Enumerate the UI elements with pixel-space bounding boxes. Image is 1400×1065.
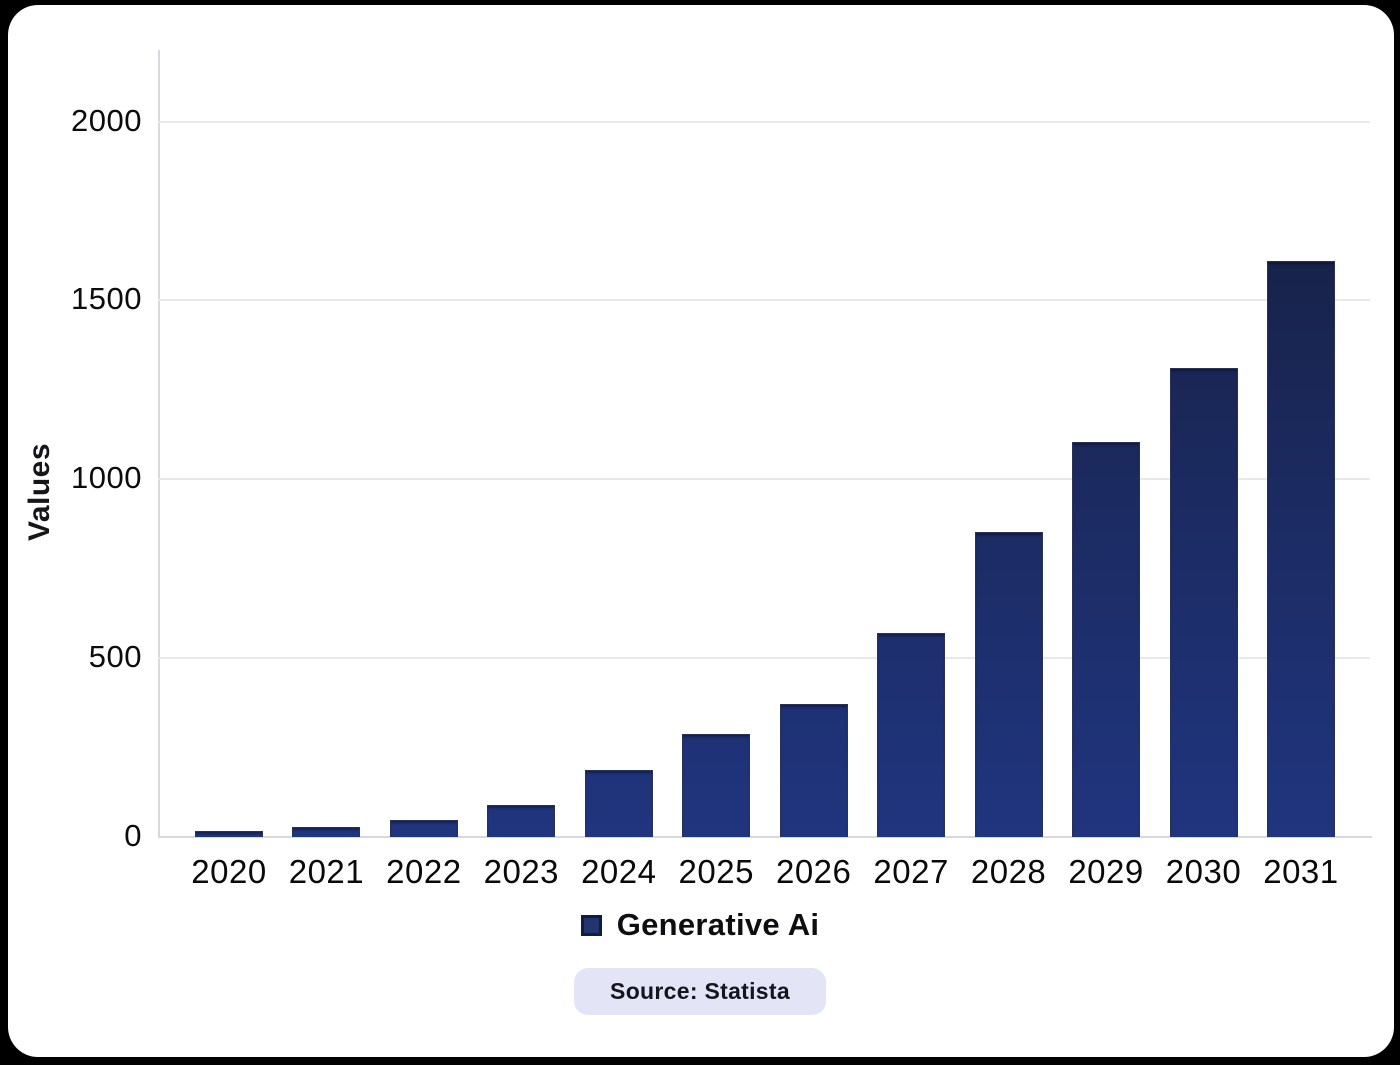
x-tick-label-2027: 2027 [873, 853, 949, 890]
chart-legend[interactable]: Generative Ai [0, 903, 1400, 947]
bar-2030[interactable] [1169, 368, 1238, 837]
x-tick-label-2021: 2021 [288, 853, 365, 890]
legend-label: Generative Ai [616, 907, 820, 942]
bar-2029[interactable] [1072, 442, 1141, 837]
gridline-500 [158, 657, 1370, 660]
y-tick-label-500: 500 [88, 639, 142, 675]
x-axis-tick-labels: 2020 2021 2022 2023 2024 2025 2026 2027 2028 2029… [158, 853, 1370, 899]
y-tick-label-1500: 1500 [71, 281, 142, 317]
bar-2022[interactable] [389, 820, 458, 837]
y-tick-label-1000: 1000 [71, 460, 142, 496]
x-tick-label-2022: 2022 [386, 853, 462, 890]
bar-2031[interactable] [1266, 261, 1335, 837]
x-tick-label-2026: 2026 [775, 853, 852, 890]
y-tick-label-0: 0 [124, 818, 142, 853]
bar-2028[interactable] [974, 532, 1043, 837]
gridline-1000 [158, 478, 1370, 481]
bar-2026[interactable] [779, 704, 848, 837]
x-tick-label-2024: 2024 [581, 853, 657, 890]
bar-2027[interactable] [877, 633, 946, 837]
plot-area [158, 50, 1372, 838]
legend-swatch-icon [580, 914, 602, 936]
y-axis-line [158, 50, 160, 837]
gridline-1500 [158, 299, 1370, 302]
x-tick-label-2031: 2031 [1263, 853, 1339, 890]
y-axis-tick-labels: 0 500 1000 1500 2000 [0, 50, 142, 853]
x-tick-label-2028: 2028 [970, 853, 1047, 890]
x-axis-line [158, 836, 1372, 838]
bar-2024[interactable] [584, 770, 653, 837]
x-tick-label-2029: 2029 [1068, 853, 1144, 890]
bar-2020[interactable] [195, 831, 263, 837]
bar-2021[interactable] [292, 827, 361, 837]
chart-card [8, 5, 1394, 1057]
source-badge-text: Source: Statista [610, 978, 790, 1004]
y-tick-label-2000: 2000 [71, 102, 142, 138]
x-tick-label-2023: 2023 [483, 853, 560, 890]
source-badge: Source: Statista [574, 968, 826, 1015]
x-tick-label-2020: 2020 [191, 853, 267, 890]
bar-2023[interactable] [487, 805, 556, 837]
x-tick-label-2025: 2025 [678, 853, 754, 890]
x-tick-label-2030: 2030 [1165, 853, 1242, 890]
gridline-2000 [158, 120, 1370, 123]
bar-2025[interactable] [682, 734, 751, 837]
